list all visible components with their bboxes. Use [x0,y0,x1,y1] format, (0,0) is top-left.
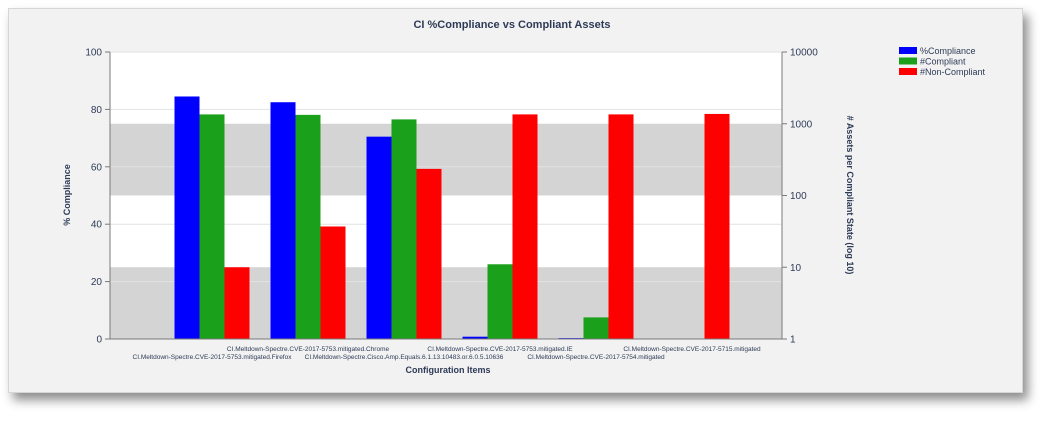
y-axis-label: % Compliance [62,164,72,226]
bar-compliance-0 [174,96,200,339]
category-label: CI.Meltdown-Spectre.CVE-2017-5715.mitiga… [623,346,761,353]
y2-tick-label: 10000 [790,48,818,59]
bar-group [174,96,730,339]
category-label: CI.Meltdown-Spectre.CVE-2017-5754.mitiga… [527,354,665,361]
chart-title: CI %Compliance vs Compliant Assets [413,19,610,31]
category-label: CI.Meltdown-Spectre.CVE-2017-5753.mitiga… [133,354,293,361]
bar-compliant-3 [487,264,513,339]
right-axis-ticks: 1 10 100 1000 10000 [782,48,818,346]
y-tick-label: 20 [91,277,103,288]
category-label: CI.Meltdown-Spectre.Cisco.Amp.Equals.6.1… [305,354,504,361]
bar-noncompliant-0 [224,267,250,339]
legend: %Compliance#Compliant#Non-Compliant [899,46,986,77]
category-label: CI.Meltdown-Spectre.CVE-2017-5753.mitiga… [227,346,390,353]
bar-compliant-1 [295,114,321,339]
bar-noncompliant-2 [416,168,442,339]
legend-swatch [899,47,917,54]
bar-noncompliant-4 [608,114,634,339]
y-tick-label: 100 [85,48,102,59]
y2-tick-label: 100 [790,191,807,202]
left-axis-ticks: 0 20 40 60 80 100 [85,48,110,346]
legend-entry: #Non-Compliant [920,67,986,77]
bar-compliant-4 [583,317,609,339]
y-tick-label: 80 [91,105,103,116]
legend-entry: %Compliance [920,46,976,56]
y2-tick-label: 10 [790,263,802,274]
bar-compliant-0 [199,114,225,339]
bar-compliance-2 [366,136,392,339]
bar-noncompliant-5 [704,113,730,339]
y2-tick-label: 1000 [790,119,813,130]
category-labels: CI.Meltdown-Spectre.CVE-2017-5753.mitiga… [133,346,762,361]
legend-swatch [899,68,917,75]
bar-noncompliant-3 [512,114,538,339]
legend-swatch [899,57,917,65]
legend-entry: #Compliant [920,57,966,67]
category-label: CI.Meltdown-Spectre.CVE-2017-5753.mitiga… [427,346,573,353]
y2-axis-label: # Assets per Compliant State (log 10) [845,116,855,275]
bar-compliance-1 [270,102,296,339]
bar-compliant-2 [391,119,417,339]
bar-compliance-3 [462,336,488,339]
bar-noncompliant-1 [320,226,346,339]
y-tick-label: 0 [96,335,102,346]
y2-tick-label: 1 [790,335,796,346]
x-axis-label: Configuration Items [406,365,491,375]
y-tick-label: 40 [91,220,103,231]
y-tick-label: 60 [91,162,103,173]
